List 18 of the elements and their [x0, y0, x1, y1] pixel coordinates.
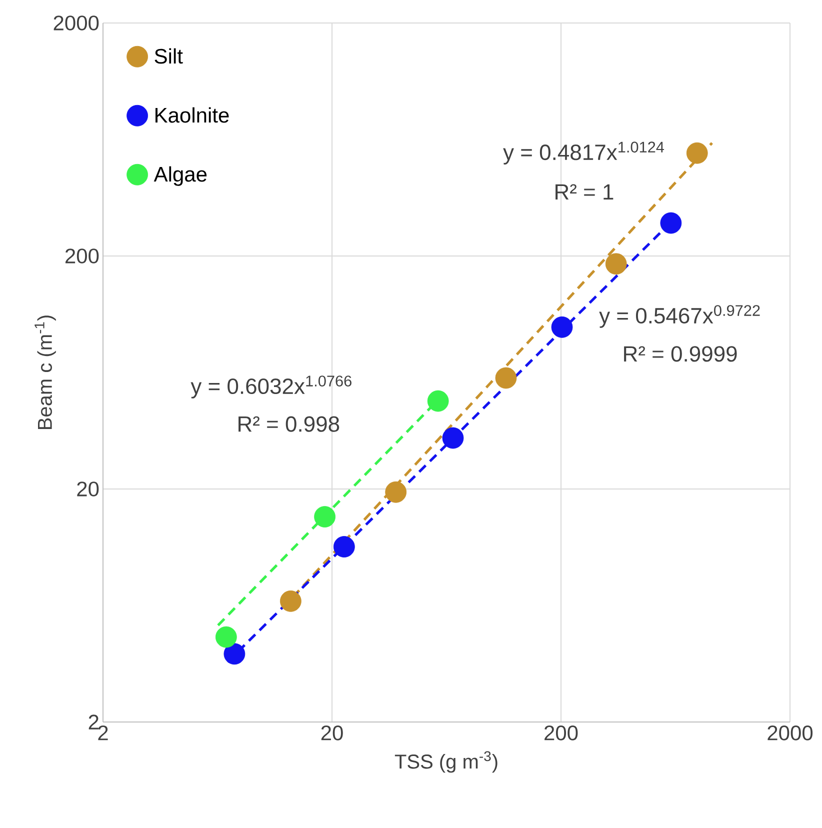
- y-tick-label: 200: [66, 248, 99, 264]
- x-tick-label: 2000: [768, 726, 813, 740]
- annotation: R² = 1: [556, 184, 614, 200]
- annotation: y = 0.5467x$^{0.9722}$: [599, 305, 760, 328]
- y-tick-label: 20: [77, 482, 99, 496]
- y-tick-label: 2000: [54, 16, 99, 30]
- annotation: y = 0.4817x$^{1.0124}$: [503, 142, 664, 164]
- legend-label: Algae: [154, 166, 207, 186]
- legend-label: Silt: [154, 48, 183, 64]
- annotation: R² = 0.9999: [624, 346, 737, 362]
- annotation: R² = 0.998: [238, 416, 340, 432]
- x-axis-title: TSS (g m$^{-3}$): [394, 751, 498, 773]
- y-tick-label: 2: [88, 714, 98, 730]
- y-axis-title: Beam c (m$^{-1}$): [34, 316, 56, 429]
- x-tick-label: 20: [321, 726, 343, 740]
- x-tick-label: 200: [544, 726, 578, 740]
- annotation: y = 0.6032x$^{1.0766}$: [190, 376, 352, 398]
- legend-label: Kaolnite: [156, 107, 229, 123]
